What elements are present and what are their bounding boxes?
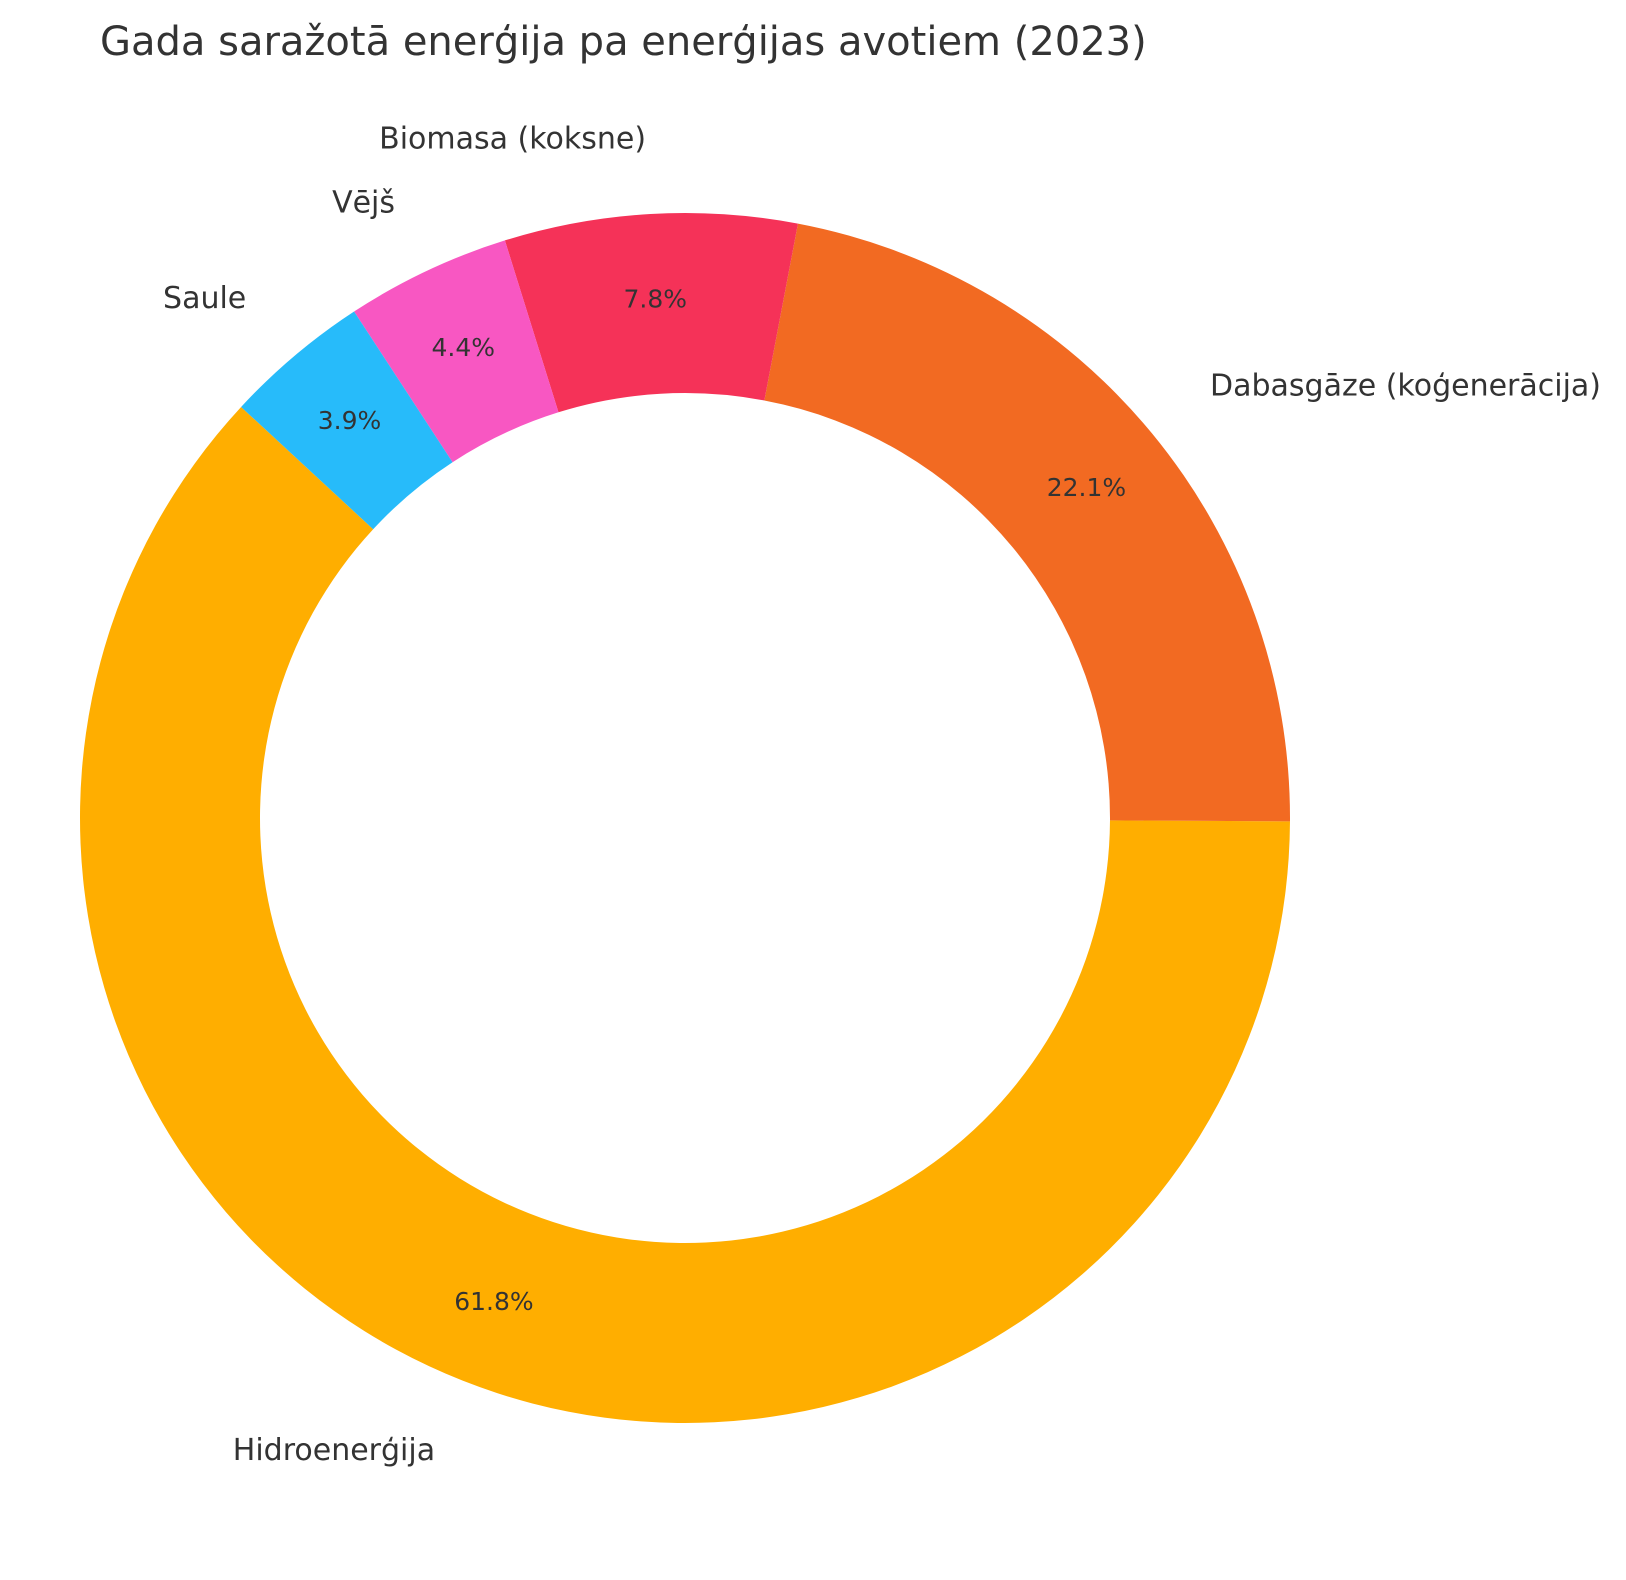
slice-hidroenergija [80, 406, 1290, 1423]
value-label-saule: 3.9% [318, 406, 382, 435]
chart-title: Gada saražotā enerģija pa enerģijas avot… [100, 19, 1147, 65]
value-label-hidroenergija: 61.8% [454, 1287, 533, 1316]
slice-biomasa-koksne [504, 212, 798, 413]
donut-slices [80, 212, 1290, 1423]
category-label-hidroenergija: Hidroenerģija [233, 1433, 435, 1468]
value-label-dabasgaze-kogeneracija: 22.1% [1047, 473, 1126, 502]
slice-vejs [354, 240, 559, 463]
category-label-saule: Saule [163, 281, 246, 316]
slice-saule [241, 311, 453, 530]
value-label-biomasa-koksne: 7.8% [623, 284, 687, 313]
slice-dabasgaze-kogeneracija [764, 223, 1290, 822]
category-label-vejs: Vējš [332, 185, 395, 220]
value-label-vejs: 4.4% [432, 333, 496, 362]
category-label-biomasa-koksne: Biomasa (koksne) [379, 122, 646, 157]
category-label-dabasgaze-kogeneracija: Dabasgāze (koģenerācija) [1210, 368, 1601, 403]
slice-labels: 61.8% Hidroenerģija 22.1% Dabasgāze (koģene… [163, 122, 1601, 1468]
